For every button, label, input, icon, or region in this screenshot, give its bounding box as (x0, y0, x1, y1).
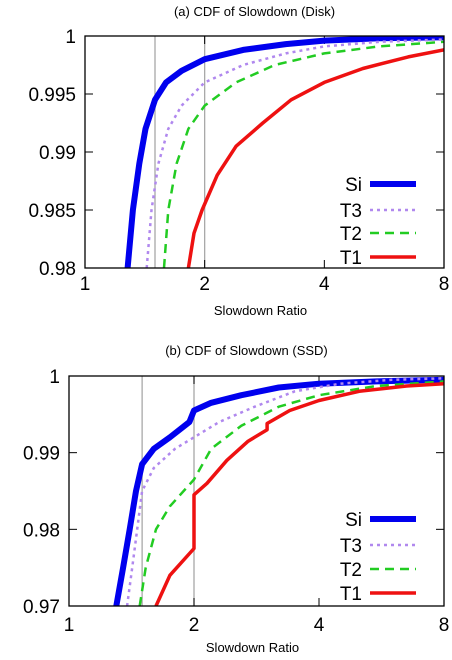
chart-title: (a) CDF of Slowdown (Disk) (174, 4, 335, 19)
y-tick-label: 0.985 (28, 201, 76, 222)
series-line-t1 (154, 381, 444, 606)
x-tick-label: 1 (80, 274, 91, 295)
x-tick-label: 2 (189, 615, 200, 636)
legend-label-si: Si (345, 510, 362, 531)
y-tick-label: 0.98 (23, 520, 60, 541)
legend-label-t1: T1 (340, 248, 362, 269)
legend-label-t3: T3 (340, 201, 362, 222)
series-line-t2 (138, 380, 444, 606)
legend-label-t2: T2 (340, 224, 362, 245)
y-tick-label: 0.99 (23, 444, 60, 465)
x-axis-label: Slowdown Ratio (206, 640, 299, 655)
x-tick-label: 8 (439, 615, 450, 636)
legend-label-t2: T2 (340, 560, 362, 581)
series-line-t3 (125, 377, 444, 606)
x-axis-label: Slowdown Ratio (214, 303, 307, 318)
series-line-t1 (186, 48, 444, 268)
x-tick-label: 4 (314, 615, 325, 636)
legend-label-t3: T3 (340, 536, 362, 557)
x-tick-label: 2 (199, 274, 210, 295)
x-tick-label: 8 (439, 274, 450, 295)
series-line-si (113, 376, 444, 606)
legend-label-si: Si (345, 175, 362, 196)
plot-frame (68, 375, 445, 607)
series-line-t3 (145, 38, 444, 268)
chart-title: (b) CDF of Slowdown (SSD) (165, 343, 328, 358)
y-tick-label: 0.98 (39, 259, 76, 280)
legend-label-t1: T1 (340, 584, 362, 605)
x-tick-label: 1 (64, 615, 75, 636)
chart-panel-0: (a) CDF of Slowdown (Disk) Slowdown Ratio… (28, 4, 449, 318)
x-tick-label: 4 (319, 274, 330, 295)
series-line-t2 (162, 40, 444, 268)
y-tick-label: 0.97 (23, 597, 60, 618)
y-tick-label: 0.99 (39, 143, 76, 164)
plot-frame (84, 35, 445, 269)
series-line-si (124, 36, 444, 268)
chart-panel-1: (b) CDF of Slowdown (SSD) Slowdown Ratio 0… (23, 343, 449, 655)
y-tick-label: 0.995 (28, 85, 76, 106)
y-tick-label: 1 (65, 27, 76, 48)
y-tick-label: 1 (49, 367, 60, 388)
